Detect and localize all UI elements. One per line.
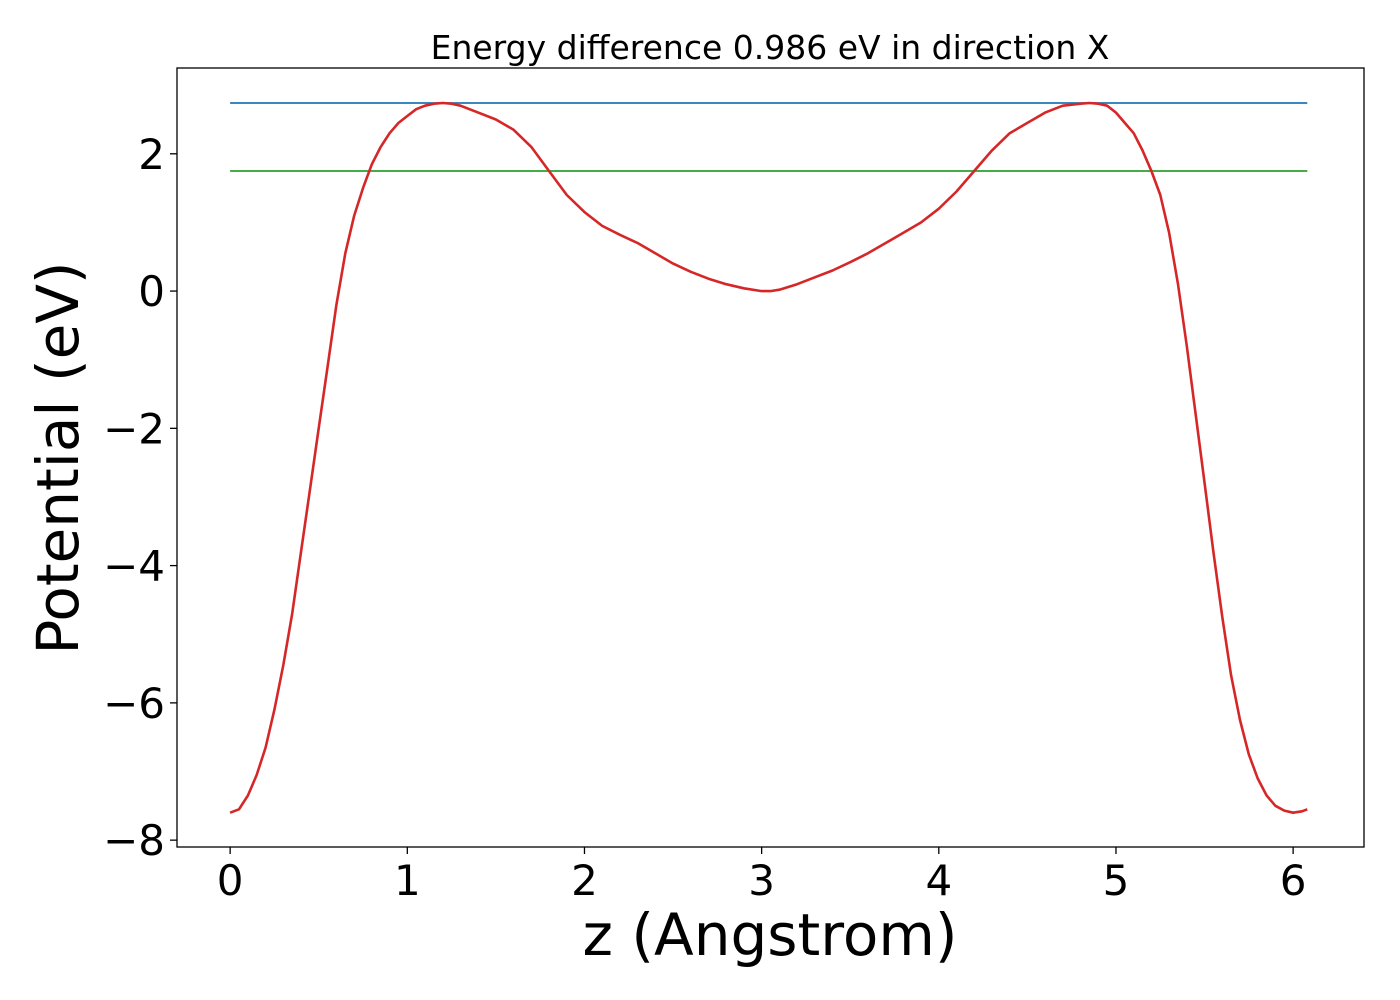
chart-title: Energy difference 0.986 eV in direction … [431,28,1110,67]
y-tick-label: −8 [103,816,165,865]
x-axis-title: z (Angstrom) [583,901,958,969]
y-axis: −8 −6 −4 −2 0 2 [103,130,177,865]
series-layer [229,101,1308,815]
plot-frame [176,67,1365,848]
x-tick-label: 2 [571,856,598,905]
x-tick-label: 3 [748,856,775,905]
x-tick-label: 0 [217,856,244,905]
x-axis: 0 1 2 3 4 5 6 [217,847,1307,905]
y-tick-label: −6 [103,679,165,728]
x-tick-label: 1 [394,856,421,905]
y-tick-label: 0 [138,267,165,316]
series-line-2 [229,101,1308,815]
y-tick-label: −2 [103,404,165,453]
x-tick-label: 4 [925,856,952,905]
y-tick-label: 2 [138,130,165,179]
y-axis-title: Potential (eV) [24,261,92,654]
x-tick-label: 6 [1280,856,1307,905]
y-tick-label: −4 [103,542,165,591]
x-tick-label: 5 [1103,856,1130,905]
